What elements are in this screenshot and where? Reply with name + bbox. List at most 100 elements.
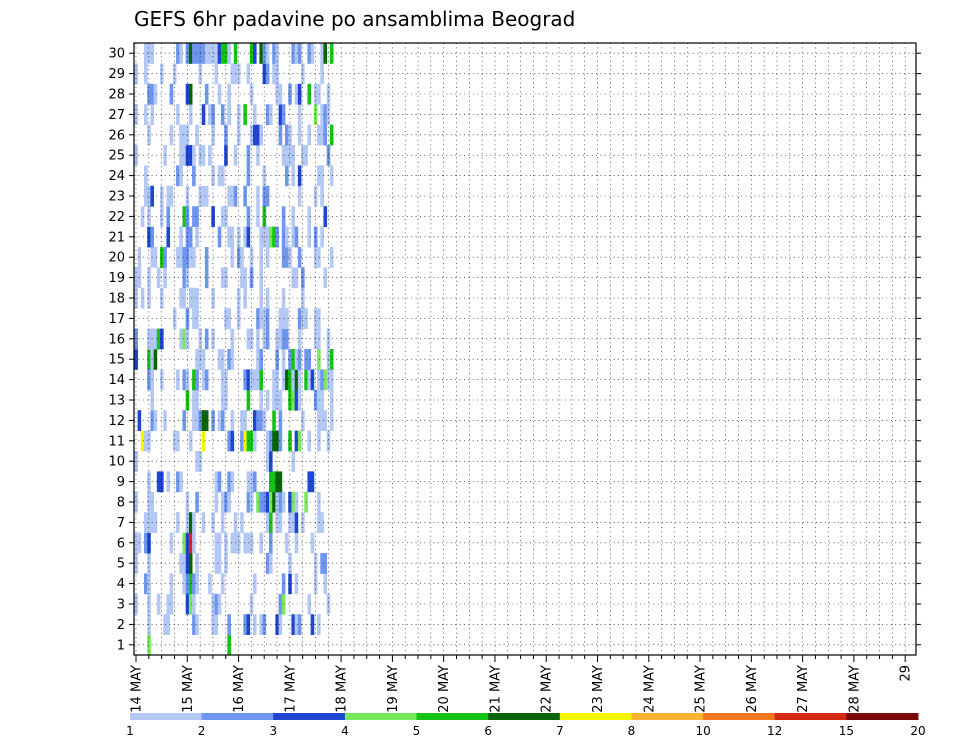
- heatmap-cell: [252, 614, 257, 635]
- heatmap-cell: [249, 532, 254, 554]
- heatmap-cell: [182, 553, 187, 574]
- heatmap-cell: [262, 185, 267, 207]
- heatmap-cell: [211, 124, 215, 146]
- heatmap-cell: [329, 165, 334, 187]
- heatmap-cell: [169, 532, 174, 554]
- heatmap-cell: [259, 532, 263, 554]
- heatmap-cell: [214, 593, 219, 615]
- heatmap-cell: [240, 267, 244, 289]
- heatmap-cell: [208, 145, 212, 166]
- heatmap-cell: [195, 573, 199, 595]
- x-tick-label: 20 MAY: [437, 665, 452, 713]
- heatmap-cell: [265, 491, 270, 513]
- heatmap-cell: [227, 430, 231, 452]
- heatmap-cell: [240, 247, 244, 268]
- heatmap-cell: [188, 287, 193, 309]
- heatmap-cell: [192, 165, 196, 187]
- heatmap-cell: [208, 104, 212, 125]
- y-tick-label: 25: [108, 149, 125, 164]
- heatmap-cell: [323, 553, 328, 574]
- heatmap-cell: [166, 206, 171, 227]
- heatmap-cell: [217, 165, 222, 187]
- heatmap-cell: [160, 471, 164, 493]
- heatmap-cell: [310, 614, 315, 635]
- colorbar-label: 4: [341, 724, 349, 738]
- heatmap-cell: [288, 573, 292, 595]
- heatmap-cell: [243, 226, 247, 248]
- heatmap-cell: [259, 308, 263, 329]
- heatmap-cell: [195, 124, 199, 146]
- heatmap-cell: [297, 124, 302, 146]
- heatmap-cell: [259, 369, 263, 391]
- heatmap-cell: [310, 532, 315, 554]
- x-tick-label: 19 MAY: [386, 665, 401, 713]
- heatmap-cell: [285, 369, 289, 391]
- heatmap-cell: [188, 430, 193, 452]
- heatmap-cell: [243, 287, 247, 309]
- x-tick-label: 18 MAY: [335, 665, 350, 713]
- heatmap-cell: [144, 104, 148, 125]
- heatmap-cell: [252, 104, 257, 125]
- x-tick-label: 22 MAY: [540, 665, 555, 713]
- heatmap-cell: [265, 328, 270, 350]
- heatmap-cell: [179, 124, 183, 146]
- heatmap-cell: [294, 226, 299, 248]
- y-tick-label: 22: [108, 210, 125, 225]
- heatmap-cell: [285, 145, 289, 166]
- heatmap-cell: [265, 553, 270, 574]
- heatmap-cell: [204, 247, 209, 268]
- colorbar-label: 1: [126, 724, 134, 738]
- heatmap-cell: [230, 185, 235, 207]
- heatmap-cell: [153, 349, 158, 370]
- heatmap-cell: [204, 43, 209, 64]
- heatmap-cell: [195, 369, 199, 391]
- heatmap-cell: [307, 430, 312, 452]
- y-tick-label: 8: [117, 496, 125, 511]
- heatmap-cell: [147, 593, 151, 615]
- heatmap-cell: [224, 43, 228, 64]
- heatmap-cell: [294, 573, 299, 595]
- heatmap-cell: [134, 328, 138, 350]
- heatmap-cell: [278, 328, 283, 350]
- heatmap-cell: [224, 553, 228, 574]
- heatmap-cell: [147, 287, 151, 309]
- heatmap-cell: [192, 287, 196, 309]
- heatmap-cell: [259, 43, 263, 64]
- heatmap-cell: [294, 430, 299, 452]
- heatmap-cell: [313, 553, 318, 574]
- colorbar-swatch: [416, 713, 489, 720]
- colorbar: 1 2 3 4 5 6 7 8 10 12 15 20: [126, 713, 926, 738]
- heatmap-cell: [307, 83, 312, 105]
- heatmap-cell: [272, 43, 276, 64]
- x-tick-label: 15 MAY: [181, 665, 196, 713]
- heatmap-cell: [179, 145, 183, 166]
- y-tick-label: 12: [108, 414, 125, 429]
- x-tick-label: 27 MAY: [796, 665, 811, 713]
- heatmap-cell: [192, 247, 196, 268]
- heatmap-cell: [201, 410, 206, 431]
- heatmap-cell: [323, 573, 328, 595]
- heatmap-cell: [134, 287, 138, 309]
- heatmap-cell: [214, 63, 219, 85]
- heatmap-cell: [201, 145, 206, 166]
- heatmap-cell: [275, 471, 280, 493]
- heatmap-cell: [307, 471, 312, 493]
- y-tick-label: 18: [108, 292, 125, 307]
- heatmap-cell: [259, 124, 263, 146]
- heatmap-cell: [265, 185, 270, 207]
- heatmap-cell: [320, 43, 324, 64]
- heatmap-cell: [329, 410, 334, 431]
- heatmap-cell: [275, 349, 280, 370]
- y-tick-label: 13: [108, 394, 125, 409]
- heatmap-cell: [204, 267, 209, 289]
- heatmap-cell: [224, 206, 228, 227]
- y-tick-label: 21: [108, 230, 125, 245]
- heatmap-cell: [166, 614, 171, 635]
- heatmap-cell: [195, 43, 199, 64]
- heatmap-cell: [249, 267, 254, 289]
- heatmap-cell: [156, 328, 161, 350]
- heatmap-cell: [313, 328, 318, 350]
- heatmap-cell: [230, 430, 235, 452]
- heatmap-cell: [323, 124, 328, 146]
- heatmap-cell: [285, 247, 289, 268]
